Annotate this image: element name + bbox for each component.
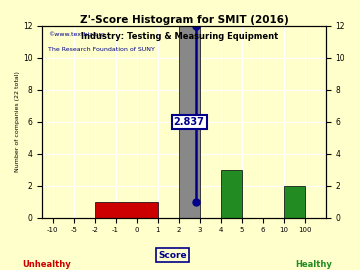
Text: Healthy: Healthy bbox=[295, 260, 332, 269]
Text: Score: Score bbox=[158, 251, 187, 260]
Title: Z'-Score Histogram for SMIT (2016): Z'-Score Histogram for SMIT (2016) bbox=[80, 15, 288, 25]
Y-axis label: Number of companies (22 total): Number of companies (22 total) bbox=[15, 71, 20, 172]
Text: 2.837: 2.837 bbox=[174, 117, 204, 127]
Text: ©www.textbiz.org: ©www.textbiz.org bbox=[48, 32, 105, 37]
Bar bbox=[179, 26, 200, 218]
Text: Unhealthy: Unhealthy bbox=[22, 260, 71, 269]
Text: Industry: Testing & Measuring Equipment: Industry: Testing & Measuring Equipment bbox=[81, 32, 279, 41]
Bar bbox=[284, 186, 305, 218]
Bar bbox=[221, 170, 242, 218]
Text: The Research Foundation of SUNY: The Research Foundation of SUNY bbox=[48, 47, 155, 52]
Bar bbox=[95, 202, 158, 218]
